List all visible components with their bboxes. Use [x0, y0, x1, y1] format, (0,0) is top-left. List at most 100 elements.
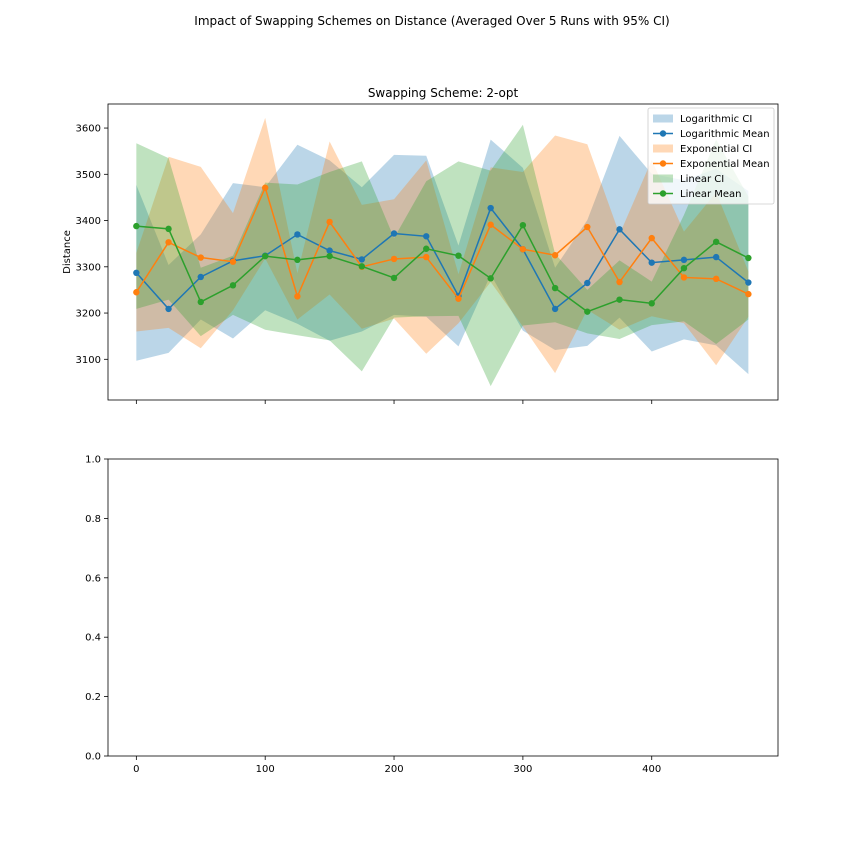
exponential-mean-point-2: [197, 254, 204, 261]
exponential-mean-point-19: [745, 290, 752, 298]
exponential-mean-point-5: [294, 293, 301, 300]
legend-swatch-linear-ci: [653, 174, 673, 183]
exponential-mean-point-4: [261, 184, 269, 191]
linear-mean-point-0: [133, 222, 140, 230]
bottom-ytick-label-4: 0.8: [85, 514, 101, 525]
logarithmic-mean-point-5: [294, 231, 301, 238]
logarithmic-mean-point-14: [584, 279, 591, 287]
top-ytick-label-0: 3100: [76, 355, 101, 366]
bottom-xtick-label-4: 400: [642, 764, 661, 775]
exponential-mean-point-18: [712, 275, 720, 283]
logarithmic-ci-band: [136, 135, 749, 375]
legend-marker-linear-mean: [659, 190, 667, 197]
legend-swatch-logarithmic-ci: [653, 114, 673, 123]
logarithmic-mean-point-0: [133, 269, 140, 277]
linear-mean-point-2: [197, 298, 204, 306]
exponential-mean-point-9: [423, 253, 430, 261]
exponential-mean-point-12: [519, 246, 527, 253]
linear-ci-band: [136, 124, 749, 387]
logarithmic-mean-point-19: [745, 279, 752, 286]
exponential-mean-point-11: [487, 221, 494, 228]
exponential-mean-point-0: [133, 289, 140, 296]
logarithmic-mean-point-1: [165, 305, 172, 313]
exponential-mean-point-14: [584, 223, 591, 231]
exponential-mean-point-15: [616, 278, 623, 286]
top-axes: 3100 3200 3300 3400 3500 3600 Swapping Scheme:…: [62, 86, 779, 404]
bottom-ytick-label-5: 1.0: [85, 455, 101, 466]
bottom-xtick-label-2: 200: [384, 764, 403, 775]
linear-mean-point-3: [229, 282, 237, 289]
logarithmic-mean-point-9: [423, 233, 430, 240]
linear-mean-point-19: [745, 254, 752, 262]
logarithmic-mean-point-8: [390, 230, 398, 237]
linear-mean-point-9: [423, 245, 430, 252]
exponential-mean-point-10: [455, 295, 462, 302]
exponential-mean-point-8: [390, 255, 398, 263]
bottom-xtick-label-3: 300: [513, 764, 532, 775]
bottom-ytick-label-1: 0.2: [85, 692, 101, 703]
exponential-mean-point-6: [326, 218, 333, 226]
exponential-mean-point-13: [551, 252, 559, 259]
logarithmic-mean-point-16: [648, 259, 655, 266]
top-plot-area: [133, 117, 752, 387]
logarithmic-mean-point-6: [326, 247, 333, 254]
legend-label-exponential-mean: Exponential Mean: [680, 159, 770, 170]
logarithmic-mean-line: [135, 206, 749, 311]
linear-mean-point-6: [326, 252, 333, 260]
legend-label-logarithmic-ci: Logarithmic CI: [680, 114, 752, 125]
top-ytick-label-4: 3500: [76, 170, 101, 181]
exponential-mean-point-1: [165, 239, 172, 246]
linear-mean-point-15: [616, 296, 623, 303]
exponential-mean-line: [135, 185, 749, 301]
legend-swatch-exponential-ci: [653, 144, 673, 153]
linear-mean-point-11: [487, 275, 494, 282]
linear-mean-point-17: [680, 264, 688, 272]
exponential-mean-point-17: [680, 274, 688, 281]
legend-frame: [647, 107, 775, 205]
legend-marker-exponential-mean: [659, 160, 667, 167]
exponential-mean-point-16: [648, 234, 655, 242]
legend: Logarithmic CI Logarithmic Mean Exponentia…: [647, 107, 775, 205]
linear-mean-point-16: [648, 300, 655, 307]
bottom-frame: [107, 458, 779, 757]
linear-mean-point-18: [712, 238, 720, 246]
legend-label-exponential-ci: Exponential CI: [680, 144, 752, 155]
logarithmic-mean-point-2: [197, 273, 204, 281]
bottom-ytick-label-0: 0.0: [85, 752, 101, 763]
top-ytick-label-2: 3300: [76, 262, 101, 273]
top-frame: [107, 103, 779, 401]
bottom-ytick-label-3: 0.6: [85, 573, 101, 584]
logarithmic-mean-point-7: [358, 256, 366, 263]
top-ytick-label-5: 3600: [76, 124, 101, 135]
top-ytick-label-1: 3200: [76, 309, 101, 320]
linear-mean-point-14: [584, 308, 591, 315]
exponential-mean-point-3: [229, 258, 237, 265]
legend-label-linear-ci: Linear CI: [680, 174, 724, 185]
bottom-axes: 0 100 200 300 400 0.0 0.2 0.4 0.6 0.8 1.0: [85, 455, 779, 775]
linear-mean-point-10: [455, 252, 462, 259]
logarithmic-mean-point-11: [487, 204, 494, 212]
linear-mean-point-7: [358, 263, 366, 270]
linear-mean-point-5: [294, 256, 301, 264]
legend-marker-logarithmic-mean: [659, 130, 667, 137]
bottom-ytick-label-2: 0.4: [85, 633, 101, 644]
logarithmic-mean-point-17: [680, 256, 688, 264]
bottom-xtick-label-0: 0: [133, 764, 139, 775]
logarithmic-mean-point-13: [551, 305, 559, 313]
linear-mean-point-12: [519, 221, 527, 229]
legend-label-linear-mean: Linear Mean: [680, 189, 742, 200]
logarithmic-mean-point-15: [616, 226, 623, 233]
linear-mean-point-13: [551, 284, 559, 292]
linear-mean-point-1: [165, 225, 172, 233]
linear-mean-point-4: [261, 252, 269, 260]
linear-mean-line: [136, 223, 749, 313]
bottom-xtick-label-1: 100: [256, 764, 275, 775]
figure-suptitle: Impact of Swapping Schemes on Distance (…: [194, 14, 670, 28]
linear-mean-point-8: [390, 274, 398, 282]
top-ytick-label-3: 3400: [76, 216, 101, 227]
top-ylabel: Distance: [62, 230, 73, 274]
logarithmic-mean-point-18: [712, 253, 720, 261]
legend-label-logarithmic-mean: Logarithmic Mean: [680, 129, 770, 140]
top-title: Swapping Scheme: 2-opt: [368, 86, 519, 100]
